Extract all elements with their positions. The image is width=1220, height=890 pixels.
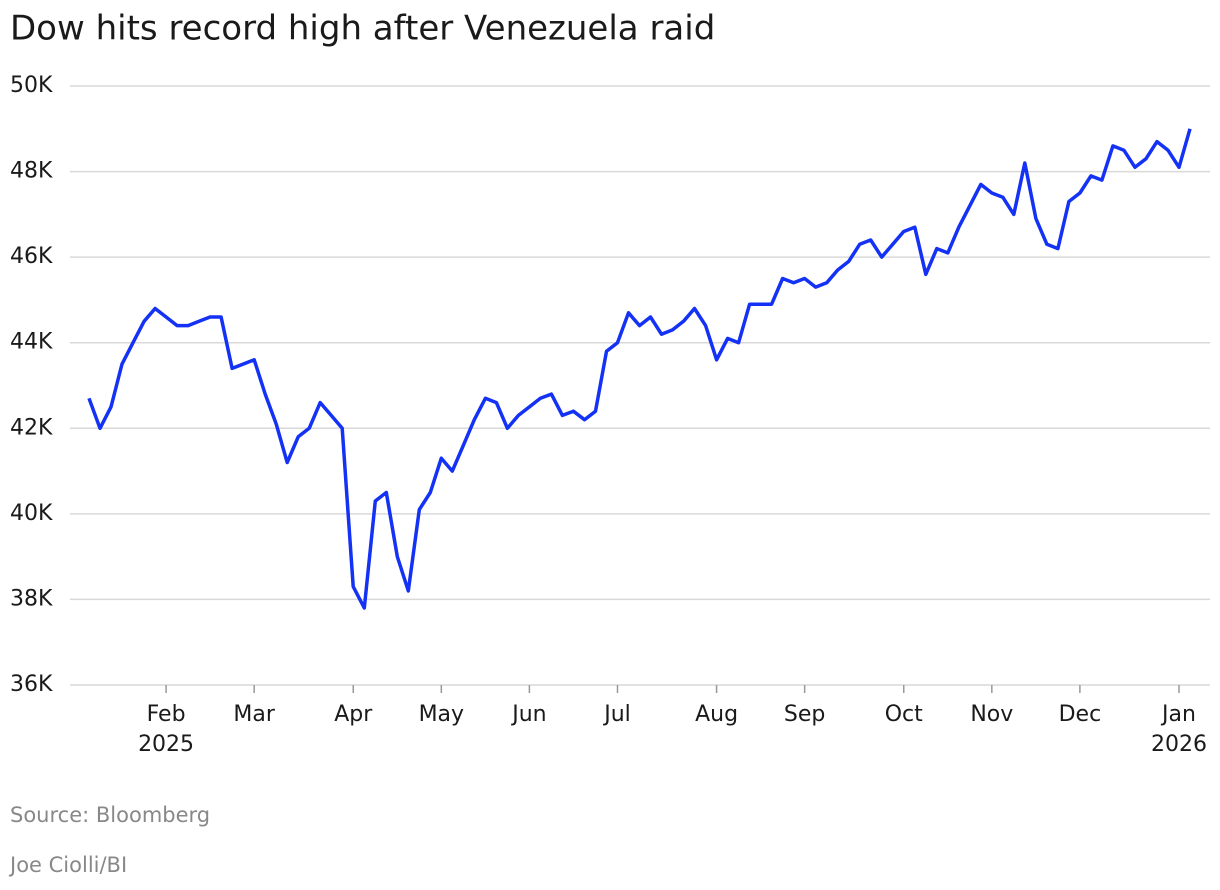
x-tick-label: Jun bbox=[510, 702, 546, 727]
x-tick-label: Apr bbox=[334, 702, 373, 727]
x-tick-label: Aug bbox=[695, 702, 738, 727]
y-tick-label: 50K bbox=[10, 73, 53, 98]
x-tick-label: May bbox=[419, 702, 464, 727]
x-tick-label: Nov bbox=[970, 702, 1013, 727]
x-tick-label: Mar bbox=[233, 702, 275, 727]
chart-title: Dow hits record high after Venezuela rai… bbox=[10, 9, 715, 49]
y-tick-label: 42K bbox=[10, 415, 53, 440]
x-tick-label: Oct bbox=[885, 702, 923, 727]
source: Source: Bloomberg bbox=[10, 803, 210, 827]
line bbox=[87, 128, 1192, 610]
x-tick-label: Jan 2026 bbox=[1151, 702, 1207, 757]
y-tick-label: 48K bbox=[10, 159, 53, 184]
x-tick-label: Dec bbox=[1059, 702, 1102, 727]
byline: Joe Ciolli/BI bbox=[8, 853, 127, 877]
x-tick-label: Sep bbox=[784, 702, 825, 727]
x-tick-label: Feb 2025 bbox=[138, 702, 194, 757]
x-tick-label: Jul bbox=[602, 702, 631, 727]
y-tick-label: 36K bbox=[10, 672, 53, 697]
y-tick-label: 40K bbox=[10, 501, 53, 526]
y-tick-label: 46K bbox=[10, 244, 53, 269]
y-tick-label: 44K bbox=[10, 330, 53, 355]
y-tick-label: 38K bbox=[10, 586, 53, 611]
